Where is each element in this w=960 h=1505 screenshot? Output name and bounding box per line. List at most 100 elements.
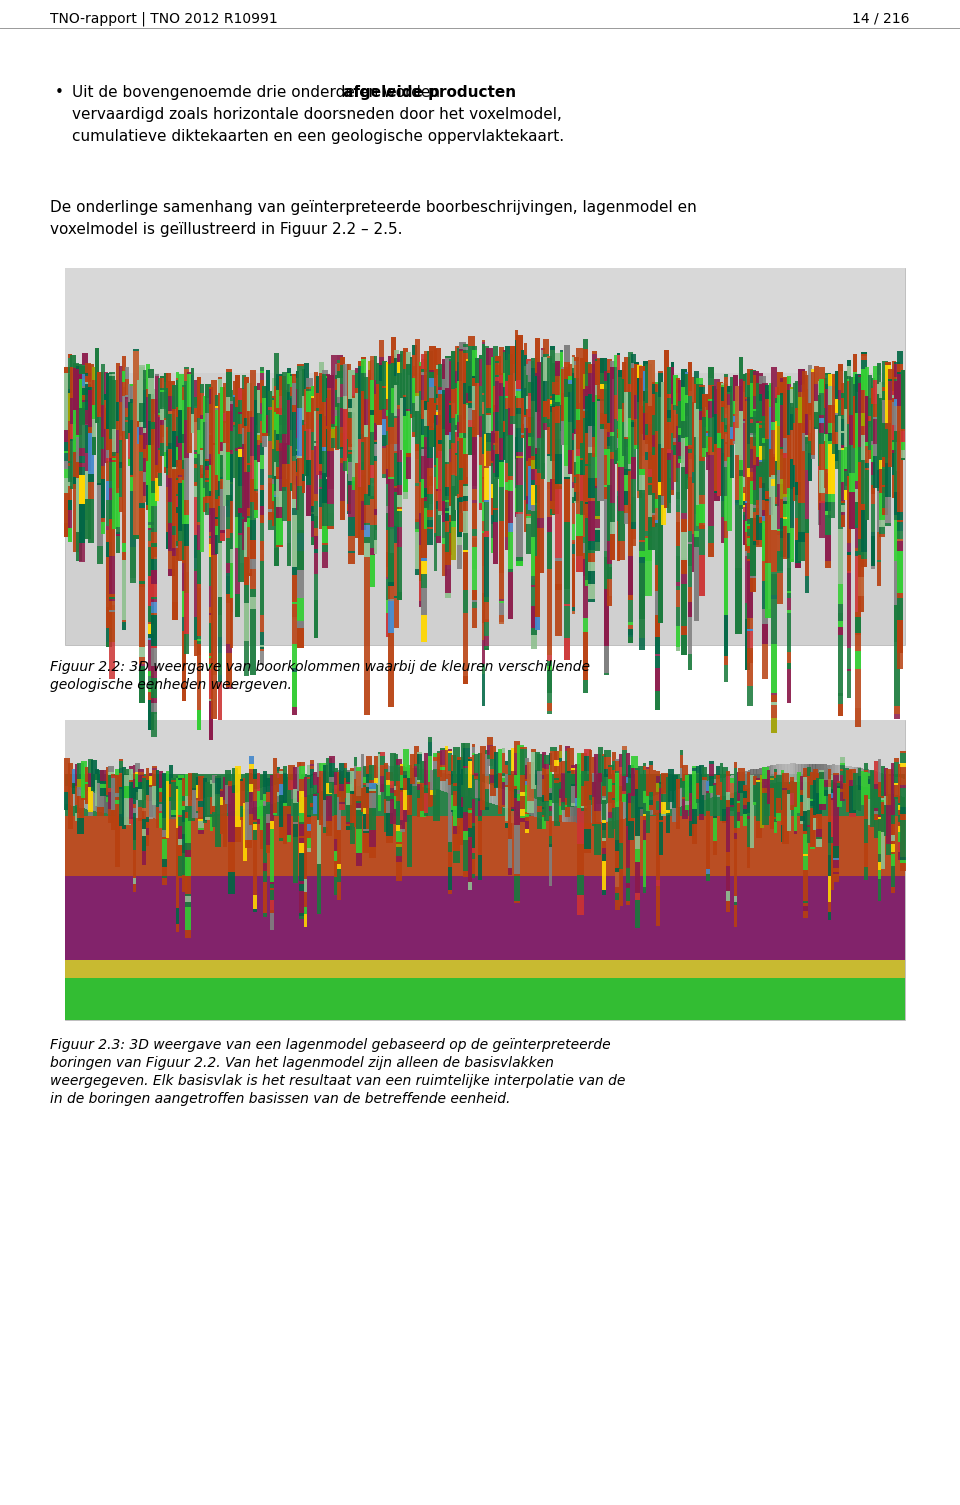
Bar	[631, 522, 636, 528]
Bar	[410, 358, 414, 414]
Bar	[366, 766, 369, 784]
Bar	[484, 468, 490, 500]
Bar	[455, 388, 458, 414]
Bar	[214, 796, 217, 814]
Bar	[69, 355, 77, 367]
Bar	[152, 801, 156, 819]
Bar	[349, 823, 355, 844]
Bar	[756, 778, 761, 780]
Bar	[427, 756, 432, 778]
Bar	[211, 445, 217, 509]
Bar	[787, 763, 790, 781]
Bar	[748, 519, 753, 524]
Bar	[321, 774, 324, 792]
Bar	[106, 607, 112, 629]
Bar	[868, 417, 872, 421]
Bar	[303, 879, 307, 892]
Bar	[681, 545, 687, 558]
Bar	[505, 436, 510, 464]
Bar	[110, 778, 117, 810]
Bar	[894, 798, 899, 799]
Bar	[874, 366, 878, 379]
Bar	[146, 364, 151, 378]
Bar	[800, 796, 804, 802]
Bar	[865, 464, 869, 468]
Bar	[259, 616, 264, 632]
Bar	[331, 429, 337, 438]
Bar	[691, 402, 695, 473]
Bar	[259, 789, 262, 807]
Bar	[694, 784, 698, 802]
Bar	[743, 786, 748, 790]
Bar	[828, 843, 830, 853]
Bar	[415, 459, 420, 483]
Bar	[559, 775, 563, 780]
Bar	[550, 461, 555, 479]
Bar	[419, 600, 422, 607]
Bar	[468, 408, 474, 420]
Bar	[753, 396, 759, 409]
Bar	[196, 811, 200, 813]
Bar	[106, 429, 112, 450]
Bar	[197, 584, 201, 588]
Bar	[694, 370, 699, 378]
Bar	[249, 765, 254, 769]
Bar	[240, 781, 243, 807]
Bar	[529, 417, 535, 433]
Bar	[816, 774, 822, 778]
Bar	[730, 805, 734, 807]
Bar	[469, 780, 473, 796]
Bar	[807, 810, 811, 825]
Bar	[653, 771, 656, 814]
Bar	[482, 414, 485, 430]
Bar	[713, 835, 717, 841]
Bar	[612, 783, 616, 784]
Bar	[478, 752, 482, 798]
Bar	[279, 795, 284, 828]
Bar	[162, 819, 167, 831]
Bar	[221, 489, 226, 530]
Bar	[564, 798, 570, 805]
Bar	[818, 765, 821, 781]
Bar	[751, 382, 756, 417]
Bar	[900, 814, 905, 820]
Bar	[304, 432, 309, 476]
Bar	[804, 834, 808, 853]
Bar	[699, 456, 706, 461]
Bar	[636, 405, 642, 461]
Bar	[655, 637, 660, 655]
Bar	[68, 391, 72, 393]
Bar	[396, 847, 402, 856]
Bar	[549, 844, 552, 847]
Bar	[748, 536, 753, 537]
Bar	[316, 376, 322, 393]
Bar	[93, 793, 96, 811]
Bar	[390, 752, 396, 781]
Bar	[266, 370, 270, 415]
Bar	[837, 584, 843, 605]
Bar	[444, 501, 450, 507]
Bar	[101, 436, 105, 450]
Bar	[182, 810, 186, 822]
Bar	[592, 757, 596, 774]
Bar	[780, 382, 786, 393]
Bar	[636, 461, 642, 491]
Bar	[828, 494, 834, 501]
Bar	[515, 403, 518, 436]
Bar	[571, 768, 577, 771]
Bar	[71, 787, 74, 805]
Bar	[279, 837, 284, 841]
Bar	[535, 555, 540, 617]
Bar	[396, 799, 402, 801]
Bar	[215, 406, 219, 408]
Bar	[837, 786, 842, 787]
Bar	[727, 394, 732, 405]
Bar	[327, 388, 334, 390]
Bar	[900, 780, 905, 784]
Bar	[628, 470, 633, 471]
Bar	[758, 424, 765, 427]
Bar	[541, 787, 546, 793]
Bar	[847, 798, 852, 813]
Bar	[487, 754, 493, 759]
Bar	[542, 801, 546, 819]
